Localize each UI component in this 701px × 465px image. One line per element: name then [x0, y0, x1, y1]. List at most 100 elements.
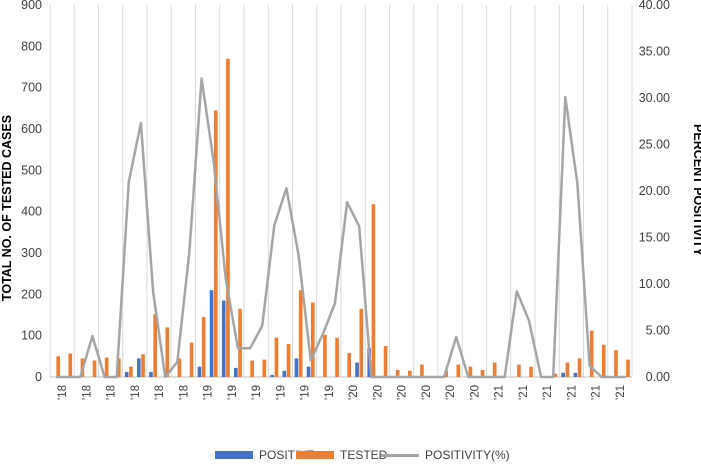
- bar-tested: [577, 358, 582, 377]
- bar-tested: [68, 353, 73, 377]
- x-tick-label: SEP'19: [300, 385, 312, 400]
- x-tick-label: JAN'18: [57, 385, 69, 400]
- bar-tested: [286, 343, 291, 377]
- bar-tested: [335, 337, 339, 377]
- legend-label-positivity: POSITIVITY(%): [425, 448, 510, 462]
- x-tick-label: MAY'21: [542, 385, 554, 400]
- x-tick-label: JUL'20: [421, 385, 433, 400]
- bar-tested: [56, 356, 60, 377]
- legend-swatch-positivity: [381, 453, 419, 457]
- x-tick-label: JAN'20: [348, 385, 360, 400]
- x-tick-label: JUL'19: [275, 385, 287, 400]
- bar-positive: [355, 362, 359, 377]
- bar-tested: [92, 360, 97, 377]
- y-axis-title: TOTAL NO. OF TESTED CASES: [0, 115, 14, 301]
- bar-tested: [456, 364, 461, 377]
- bar-tested: [129, 366, 133, 377]
- y-tick-label: 900: [21, 0, 42, 12]
- bar-positive: [124, 372, 129, 377]
- bar-positive: [270, 374, 275, 377]
- legend-label-tested: TESTED: [340, 448, 388, 462]
- bar-tested: [153, 314, 157, 377]
- bar-positive: [306, 366, 311, 377]
- bar-tested: [395, 369, 400, 377]
- bar-positive: [234, 367, 238, 377]
- legend-item-positivity: POSITIVITY(%): [381, 448, 510, 462]
- y2-tick-label: 30.00: [639, 91, 670, 105]
- bar-tested: [407, 370, 412, 377]
- x-tick-label: NOV'19: [324, 385, 336, 400]
- x-tick-label: MAY'20: [397, 385, 409, 400]
- bar-tested: [116, 358, 121, 377]
- y2-tick-label: 15.00: [639, 231, 670, 245]
- bar-tested: [165, 327, 170, 377]
- x-tick-label: NOV'21: [615, 385, 627, 400]
- x-tick-label: SEP'21: [591, 385, 603, 400]
- x-tick-label: MAR'21: [518, 385, 530, 400]
- bar-positive: [573, 372, 578, 377]
- bar-tested: [468, 366, 473, 377]
- chart-svg: TOTAL NO. OF TESTED CASES PERCENT POSITI…: [0, 0, 701, 400]
- y-tick-label: 500: [21, 163, 42, 177]
- bar-positive: [294, 358, 299, 377]
- bar-tested: [298, 290, 303, 377]
- y-tick-label: 600: [21, 122, 42, 136]
- bar-tested: [553, 373, 558, 377]
- bar-tested: [529, 366, 533, 377]
- y2-axis-title: PERCENT POSITIVITY: [691, 124, 701, 257]
- bar-tested: [517, 364, 521, 377]
- legend-swatch-positive: [215, 451, 253, 459]
- x-tick-label: NOV'18: [178, 385, 190, 400]
- bar-tested: [359, 308, 364, 377]
- positivity-line: [56, 77, 626, 379]
- y-tick-label: 800: [21, 39, 42, 53]
- bar-tested: [601, 344, 606, 377]
- legend: POSITIVE TESTED POSITIVITY(%): [0, 448, 701, 465]
- x-tick-label: JUL'21: [566, 385, 578, 400]
- bar-tested: [213, 110, 218, 378]
- bar-tested: [226, 58, 230, 377]
- y-tick-label: 400: [21, 205, 42, 219]
- bar-positive: [561, 372, 566, 377]
- bar-tested: [614, 350, 618, 377]
- bar-tested: [492, 362, 497, 377]
- legend-item-tested: TESTED: [296, 448, 387, 462]
- x-tick-label: JAN'21: [494, 385, 506, 400]
- bar-tested: [250, 360, 254, 377]
- bar-tested: [238, 308, 242, 377]
- bar-tested: [480, 369, 485, 377]
- bar-tested: [626, 359, 630, 377]
- bar-tested: [177, 358, 182, 377]
- x-tick-label: MAY'19: [251, 385, 263, 400]
- y2-tick-label: 20.00: [639, 184, 670, 198]
- x-tick-label: NOV'20: [469, 385, 481, 400]
- bar-positive: [197, 366, 202, 377]
- x-tick-label: SEP'18: [154, 385, 166, 400]
- bar-tested: [201, 317, 206, 377]
- bar-tested: [371, 204, 376, 377]
- bar-positive: [209, 290, 214, 377]
- bar-tested: [589, 330, 594, 377]
- bar-tested: [104, 357, 109, 377]
- bar-tested: [383, 346, 388, 377]
- bar-positive: [149, 372, 153, 377]
- x-tick-label: JUL'18: [130, 385, 142, 400]
- y-tick-label: 700: [21, 81, 42, 95]
- y2-tick-label: 5.00: [646, 324, 670, 338]
- x-tick-label: MAY'18: [106, 385, 118, 400]
- x-tick-label: MAR'19: [227, 385, 239, 400]
- bar-tested: [347, 353, 351, 377]
- y-tick-label: 200: [21, 287, 42, 301]
- bar-tested: [262, 359, 267, 377]
- bar-tested: [323, 334, 327, 377]
- y-tick-label: 0: [35, 370, 42, 384]
- y2-tick-label: 35.00: [639, 45, 670, 59]
- bar-positive: [221, 300, 226, 377]
- bar-tested: [565, 362, 570, 377]
- x-tick-label: JAN'19: [203, 385, 215, 400]
- legend-swatch-tested: [296, 451, 334, 459]
- bar-tested: [189, 342, 194, 377]
- bar-tested: [141, 354, 145, 377]
- y2-tick-label: 25.00: [639, 138, 670, 152]
- y2-tick-label: 40.00: [639, 0, 670, 12]
